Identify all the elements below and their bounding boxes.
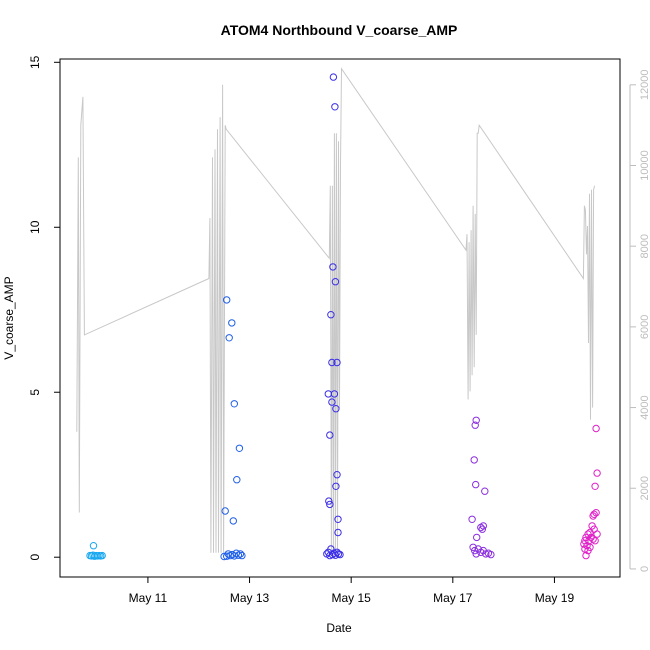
data-point xyxy=(581,537,589,545)
y2-tick-label: 4000 xyxy=(639,395,650,419)
data-point xyxy=(328,358,336,367)
data-point xyxy=(472,416,480,424)
chart-title: ATOM4 Northbound V_coarse_AMP xyxy=(221,22,458,38)
data-point xyxy=(331,278,340,286)
data-point xyxy=(325,497,333,505)
data-point xyxy=(333,471,341,479)
data-point xyxy=(225,334,233,342)
data-point xyxy=(331,103,339,111)
data-point xyxy=(326,500,334,509)
y-tick-label: 10 xyxy=(28,220,42,234)
secondary-series-line xyxy=(76,67,596,553)
data-point xyxy=(472,550,480,558)
data-point xyxy=(234,551,243,559)
data-point xyxy=(334,515,342,523)
data-point xyxy=(478,525,486,533)
data-point xyxy=(586,528,594,537)
data-point xyxy=(336,550,344,559)
data-point xyxy=(329,73,338,81)
x-axis-label: Date xyxy=(326,621,352,635)
data-point xyxy=(98,551,106,560)
y-tick-label: 15 xyxy=(28,55,42,69)
data-point xyxy=(473,533,481,542)
data-point xyxy=(221,507,229,515)
data-point xyxy=(593,530,601,538)
x-tick-label: May 13 xyxy=(230,591,270,605)
x-axis: May 11 May 13 May 15 May 17 May 19 xyxy=(129,577,575,605)
data-point xyxy=(584,546,592,555)
x-tick-label: May 17 xyxy=(433,591,473,605)
data-point xyxy=(238,551,246,560)
y-axis-label: V_coarse_AMP xyxy=(2,276,16,359)
data-point xyxy=(223,296,231,304)
y-tick-label: 0 xyxy=(28,554,42,561)
data-point xyxy=(330,390,339,398)
data-point xyxy=(228,319,236,327)
data-point xyxy=(590,510,598,518)
data-point xyxy=(235,444,244,452)
data-point xyxy=(591,482,599,490)
data-points xyxy=(86,73,601,561)
data-point xyxy=(326,431,334,439)
data-point xyxy=(582,551,590,560)
data-point xyxy=(328,398,336,406)
y2-tick-label: 12000 xyxy=(639,70,650,101)
data-point xyxy=(470,456,478,464)
data-point xyxy=(592,424,600,433)
data-point xyxy=(236,550,245,558)
data-point xyxy=(593,469,601,477)
plot-frame xyxy=(59,58,621,578)
data-point xyxy=(481,487,489,495)
y2-tick-label: 2000 xyxy=(639,476,650,500)
data-point xyxy=(327,311,335,319)
y2-tick-label: 0 xyxy=(639,566,650,572)
y-axis: 0 5 10 15 xyxy=(28,55,60,561)
y2-axis: 0 2000 4000 6000 8000 10000 12000 xyxy=(629,70,650,572)
data-point xyxy=(477,523,485,532)
data-point xyxy=(487,550,495,559)
x-tick-label: May 19 xyxy=(535,591,575,605)
data-point xyxy=(334,528,342,537)
data-point xyxy=(591,537,599,545)
data-point xyxy=(230,400,239,408)
data-point xyxy=(329,263,337,271)
data-point xyxy=(589,535,597,543)
data-point xyxy=(233,476,241,484)
x-tick-label: May 11 xyxy=(129,591,168,605)
y2-tick-label: 6000 xyxy=(639,315,650,339)
y2-tick-label: 10000 xyxy=(639,150,650,181)
data-point xyxy=(589,512,597,520)
data-point xyxy=(89,542,98,550)
data-point xyxy=(332,482,340,490)
data-point xyxy=(468,515,476,523)
y2-tick-label: 8000 xyxy=(639,234,650,258)
y-tick-label: 5 xyxy=(28,389,42,396)
data-point xyxy=(332,405,340,413)
data-point xyxy=(471,421,479,429)
x-tick-label: May 15 xyxy=(332,591,372,605)
data-point xyxy=(229,517,238,525)
data-point xyxy=(333,358,341,367)
data-point xyxy=(472,480,480,489)
